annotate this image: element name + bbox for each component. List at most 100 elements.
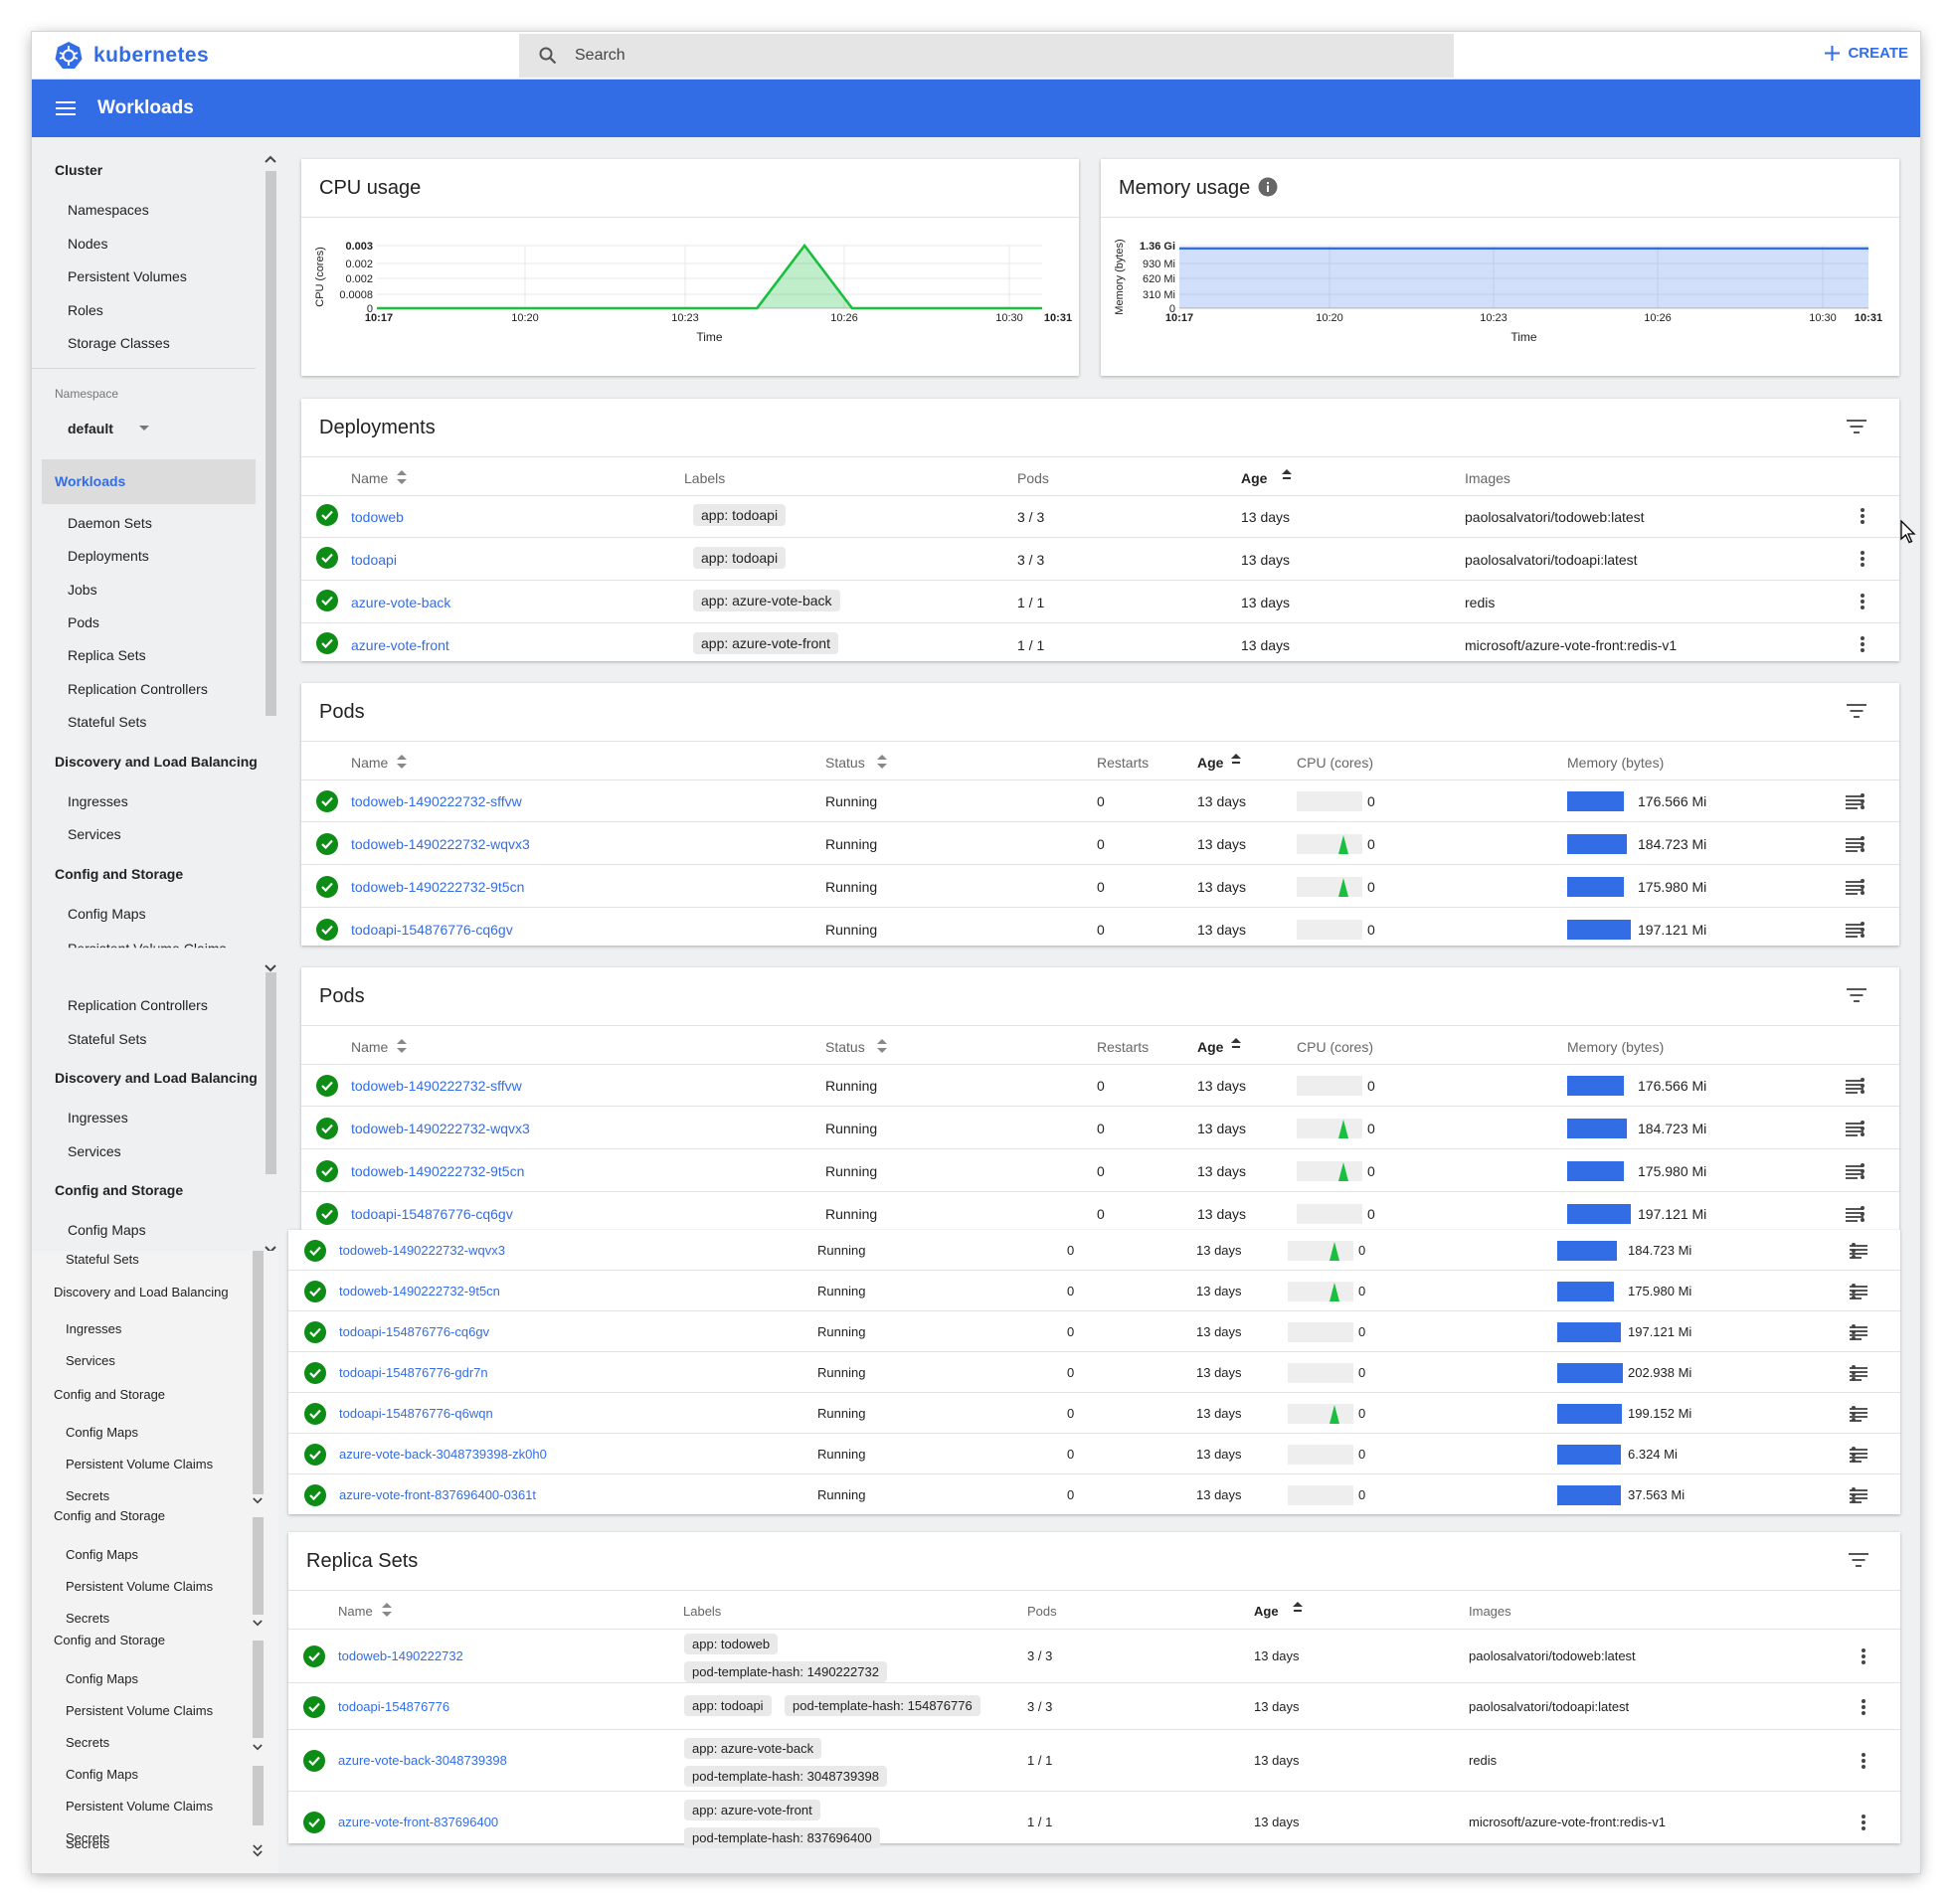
- pod-name-link[interactable]: todoweb-1490222732-wqvx3: [339, 1243, 505, 1258]
- sidebar-scrollbar[interactable]: [253, 1517, 264, 1615]
- nav-roles[interactable]: Roles: [68, 302, 103, 318]
- nav-replication-controllers[interactable]: Replication Controllers: [68, 997, 208, 1013]
- chevron-down-icon[interactable]: [253, 1620, 263, 1627]
- filter-icon[interactable]: [1846, 704, 1867, 718]
- logs-icon[interactable]: [1850, 1449, 1867, 1463]
- more-actions-icon[interactable]: [1861, 551, 1864, 567]
- nav-ingresses[interactable]: Ingresses: [68, 793, 128, 809]
- deployment-name-link[interactable]: azure-vote-front: [351, 637, 449, 653]
- brand[interactable]: kubernetes: [54, 41, 209, 71]
- sort-icon[interactable]: [397, 755, 407, 769]
- sort-active-icon[interactable]: [1231, 754, 1241, 768]
- nav-pods[interactable]: Pods: [68, 614, 99, 630]
- sort-icon[interactable]: [382, 1603, 392, 1617]
- table-row[interactable]: todoweb-1490222732-wqvx3 Running 0 13 days 0…: [301, 1107, 1899, 1149]
- more-actions-icon[interactable]: [1861, 836, 1864, 852]
- logs-icon[interactable]: [1846, 1080, 1863, 1094]
- replica-set-name-link[interactable]: todoweb-1490222732: [338, 1648, 463, 1663]
- sort-icon[interactable]: [877, 1039, 887, 1053]
- nav-discovery[interactable]: Discovery and Load Balancing: [55, 1070, 258, 1086]
- chevron-down-icon[interactable]: [253, 1850, 263, 1857]
- nav-ingresses[interactable]: Ingresses: [68, 1110, 128, 1125]
- nav-services[interactable]: Services: [68, 1143, 121, 1159]
- pod-name-link[interactable]: todoweb-1490222732-wqvx3: [351, 836, 530, 852]
- deployment-name-link[interactable]: azure-vote-back: [351, 595, 451, 610]
- table-row[interactable]: azure-vote-front-837696400-0361t Running 0…: [288, 1474, 1900, 1515]
- more-actions-icon[interactable]: [1861, 1206, 1864, 1222]
- table-row[interactable]: todoapi-154876776-cq6gv Running 0 13 days 0 1…: [301, 908, 1899, 951]
- more-actions-icon[interactable]: [1861, 1163, 1864, 1179]
- table-row[interactable]: todoweb-1490222732-9t5cn Running 0 13 days 0…: [301, 865, 1899, 908]
- more-actions-icon[interactable]: [1852, 1487, 1856, 1503]
- filter-icon[interactable]: [1846, 988, 1867, 1002]
- more-actions-icon[interactable]: [1861, 879, 1864, 895]
- nav-secrets[interactable]: Secrets: [66, 1488, 110, 1503]
- sidebar-scrollbar[interactable]: [266, 171, 276, 716]
- table-row[interactable]: azure-vote-back-3048739398 app: azure-vot…: [288, 1730, 1900, 1792]
- logs-icon[interactable]: [1850, 1326, 1867, 1340]
- nav-stateful-sets[interactable]: Stateful Sets: [66, 1252, 139, 1267]
- column-header-age[interactable]: Age: [1197, 1039, 1224, 1055]
- column-header-pods[interactable]: Pods: [1027, 1604, 1057, 1619]
- table-row[interactable]: todoapi-154876776-cq6gv Running 0 13 days 0 1…: [301, 1192, 1899, 1235]
- table-row[interactable]: todoweb-1490222732-9t5cn Running 0 13 days 0…: [301, 1149, 1899, 1192]
- more-actions-icon[interactable]: [1861, 793, 1864, 809]
- search-box[interactable]: Search: [519, 34, 1454, 78]
- nav-config-maps[interactable]: Config Maps: [66, 1425, 138, 1440]
- more-actions-icon[interactable]: [1862, 1815, 1865, 1830]
- logs-icon[interactable]: [1850, 1408, 1867, 1422]
- more-actions-icon[interactable]: [1861, 594, 1864, 609]
- pod-name-link[interactable]: todoapi-154876776-gdr7n: [339, 1365, 488, 1380]
- deployment-name-link[interactable]: todoweb: [351, 509, 404, 525]
- table-row[interactable]: azure-vote-front-837696400 app: azure-vot…: [288, 1792, 1900, 1853]
- more-actions-icon[interactable]: [1862, 1648, 1865, 1664]
- nav-discovery[interactable]: Discovery and Load Balancing: [54, 1285, 229, 1299]
- pod-name-link[interactable]: todoweb-1490222732-sffvw: [351, 793, 522, 809]
- nav-config-maps[interactable]: Config Maps: [68, 906, 146, 922]
- more-actions-icon[interactable]: [1861, 1121, 1864, 1136]
- pod-name-link[interactable]: azure-vote-back-3048739398-zk0h0: [339, 1447, 547, 1462]
- replica-set-name-link[interactable]: azure-vote-front-837696400: [338, 1815, 499, 1829]
- create-button[interactable]: CREATE: [1825, 45, 1908, 62]
- sort-icon[interactable]: [397, 470, 407, 484]
- pod-name-link[interactable]: todoapi-154876776-cq6gv: [339, 1324, 490, 1339]
- filter-icon[interactable]: [1848, 1553, 1869, 1567]
- more-actions-icon[interactable]: [1852, 1243, 1856, 1259]
- replica-set-name-link[interactable]: azure-vote-back-3048739398: [338, 1753, 507, 1768]
- chevron-down-icon[interactable]: [253, 1844, 263, 1851]
- more-actions-icon[interactable]: [1861, 922, 1864, 938]
- nav-config-storage[interactable]: Config and Storage: [54, 1508, 166, 1523]
- table-row[interactable]: todoweb-1490222732-wqvx3 Running 0 13 days 0…: [288, 1230, 1900, 1271]
- pod-name-link[interactable]: todoapi-154876776-cq6gv: [351, 922, 513, 938]
- table-row[interactable]: todoweb app: todoapi 3 / 3 13 days paolosalv…: [301, 495, 1899, 538]
- nav-config-maps[interactable]: Config Maps: [66, 1547, 138, 1562]
- more-actions-icon[interactable]: [1861, 508, 1864, 524]
- nav-config-maps[interactable]: Config Maps: [66, 1671, 138, 1686]
- nav-config-storage[interactable]: Config and Storage: [55, 1182, 184, 1198]
- table-row[interactable]: todoweb-1490222732-wqvx3 Running 0 13 days 0…: [301, 822, 1899, 865]
- table-row[interactable]: todoapi-154876776-gdr7n Running 0 13 days 0 2…: [288, 1352, 1900, 1393]
- pod-name-link[interactable]: todoweb-1490222732-9t5cn: [339, 1284, 500, 1298]
- pod-name-link[interactable]: azure-vote-front-837696400-0361t: [339, 1487, 537, 1502]
- nav-secrets[interactable]: Secrets: [66, 1611, 110, 1626]
- column-header-name[interactable]: Name: [351, 1039, 389, 1055]
- table-row[interactable]: todoweb-1490222732-sffvw Running 0 13 days 0…: [301, 1064, 1899, 1107]
- nav-ingresses[interactable]: Ingresses: [66, 1321, 122, 1336]
- nav-pvc[interactable]: Persistent Volume Claims: [66, 1579, 214, 1594]
- nav-pvc[interactable]: Persistent Volume Claims: [66, 1457, 214, 1471]
- nav-config-storage[interactable]: Config and Storage: [54, 1387, 166, 1402]
- nav-jobs[interactable]: Jobs: [68, 582, 97, 598]
- nav-config-storage[interactable]: Config and Storage: [55, 866, 184, 882]
- table-row[interactable]: todoapi-154876776 app: todoapi pod-templat…: [288, 1683, 1900, 1730]
- chevron-down-icon[interactable]: [265, 964, 276, 972]
- sort-icon[interactable]: [877, 755, 887, 769]
- nav-stateful-sets[interactable]: Stateful Sets: [68, 1031, 147, 1047]
- logs-icon[interactable]: [1846, 795, 1863, 809]
- nav-discovery[interactable]: Discovery and Load Balancing: [55, 754, 258, 770]
- logs-icon[interactable]: [1846, 924, 1863, 938]
- table-row[interactable]: todoweb-1490222732-9t5cn Running 0 13 days 0…: [288, 1271, 1900, 1311]
- logs-icon[interactable]: [1846, 1165, 1863, 1179]
- nav-secrets[interactable]: Secrets: [66, 1830, 110, 1845]
- nav-namespaces[interactable]: Namespaces: [68, 202, 149, 218]
- table-row[interactable]: todoapi-154876776-cq6gv Running 0 13 days 0 1…: [288, 1311, 1900, 1352]
